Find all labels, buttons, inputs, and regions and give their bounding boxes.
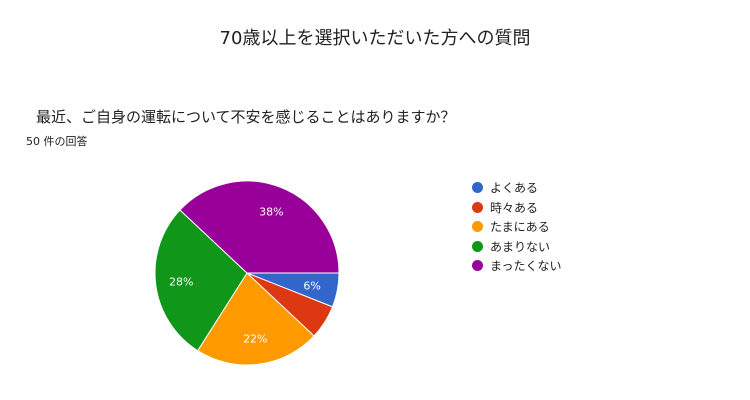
pie-slice (154, 209, 248, 352)
legend-label: 時々ある (490, 200, 539, 215)
legend-label: よくある (490, 181, 539, 196)
legend-label: たまにある (490, 220, 550, 235)
legend-swatch (472, 260, 483, 272)
pie-slice (179, 180, 340, 274)
legend-swatch (472, 240, 483, 252)
legend-item: 時々ある (472, 198, 562, 218)
legend-swatch (472, 221, 483, 233)
slice-percent-label: 28% (169, 275, 193, 288)
slice-percent-label: 6% (303, 279, 320, 292)
legend-label: まったくない (490, 259, 562, 274)
legend-item: あまりない (472, 237, 562, 257)
legend-label: あまりない (490, 239, 551, 254)
chart-title: 70歳以上を選択いただいた方への質問 (219, 28, 531, 49)
legend-item: たまにある (472, 217, 562, 237)
response-count: 50 件の回答 (26, 135, 88, 148)
pie-slice (197, 272, 315, 366)
legend-swatch (472, 182, 483, 194)
slice-percent-label: 38% (259, 205, 283, 218)
question-text: 最近、ご自身の運転について不安を感じることはありますか？ (36, 108, 456, 126)
legend-item: よくある (472, 178, 562, 198)
legend-swatch (472, 201, 483, 213)
legend-item: まったくない (472, 256, 562, 276)
chart-legend: よくある時々あるたまにあるあまりないまったくない (472, 178, 562, 276)
slice-percent-label: 22% (243, 333, 267, 346)
